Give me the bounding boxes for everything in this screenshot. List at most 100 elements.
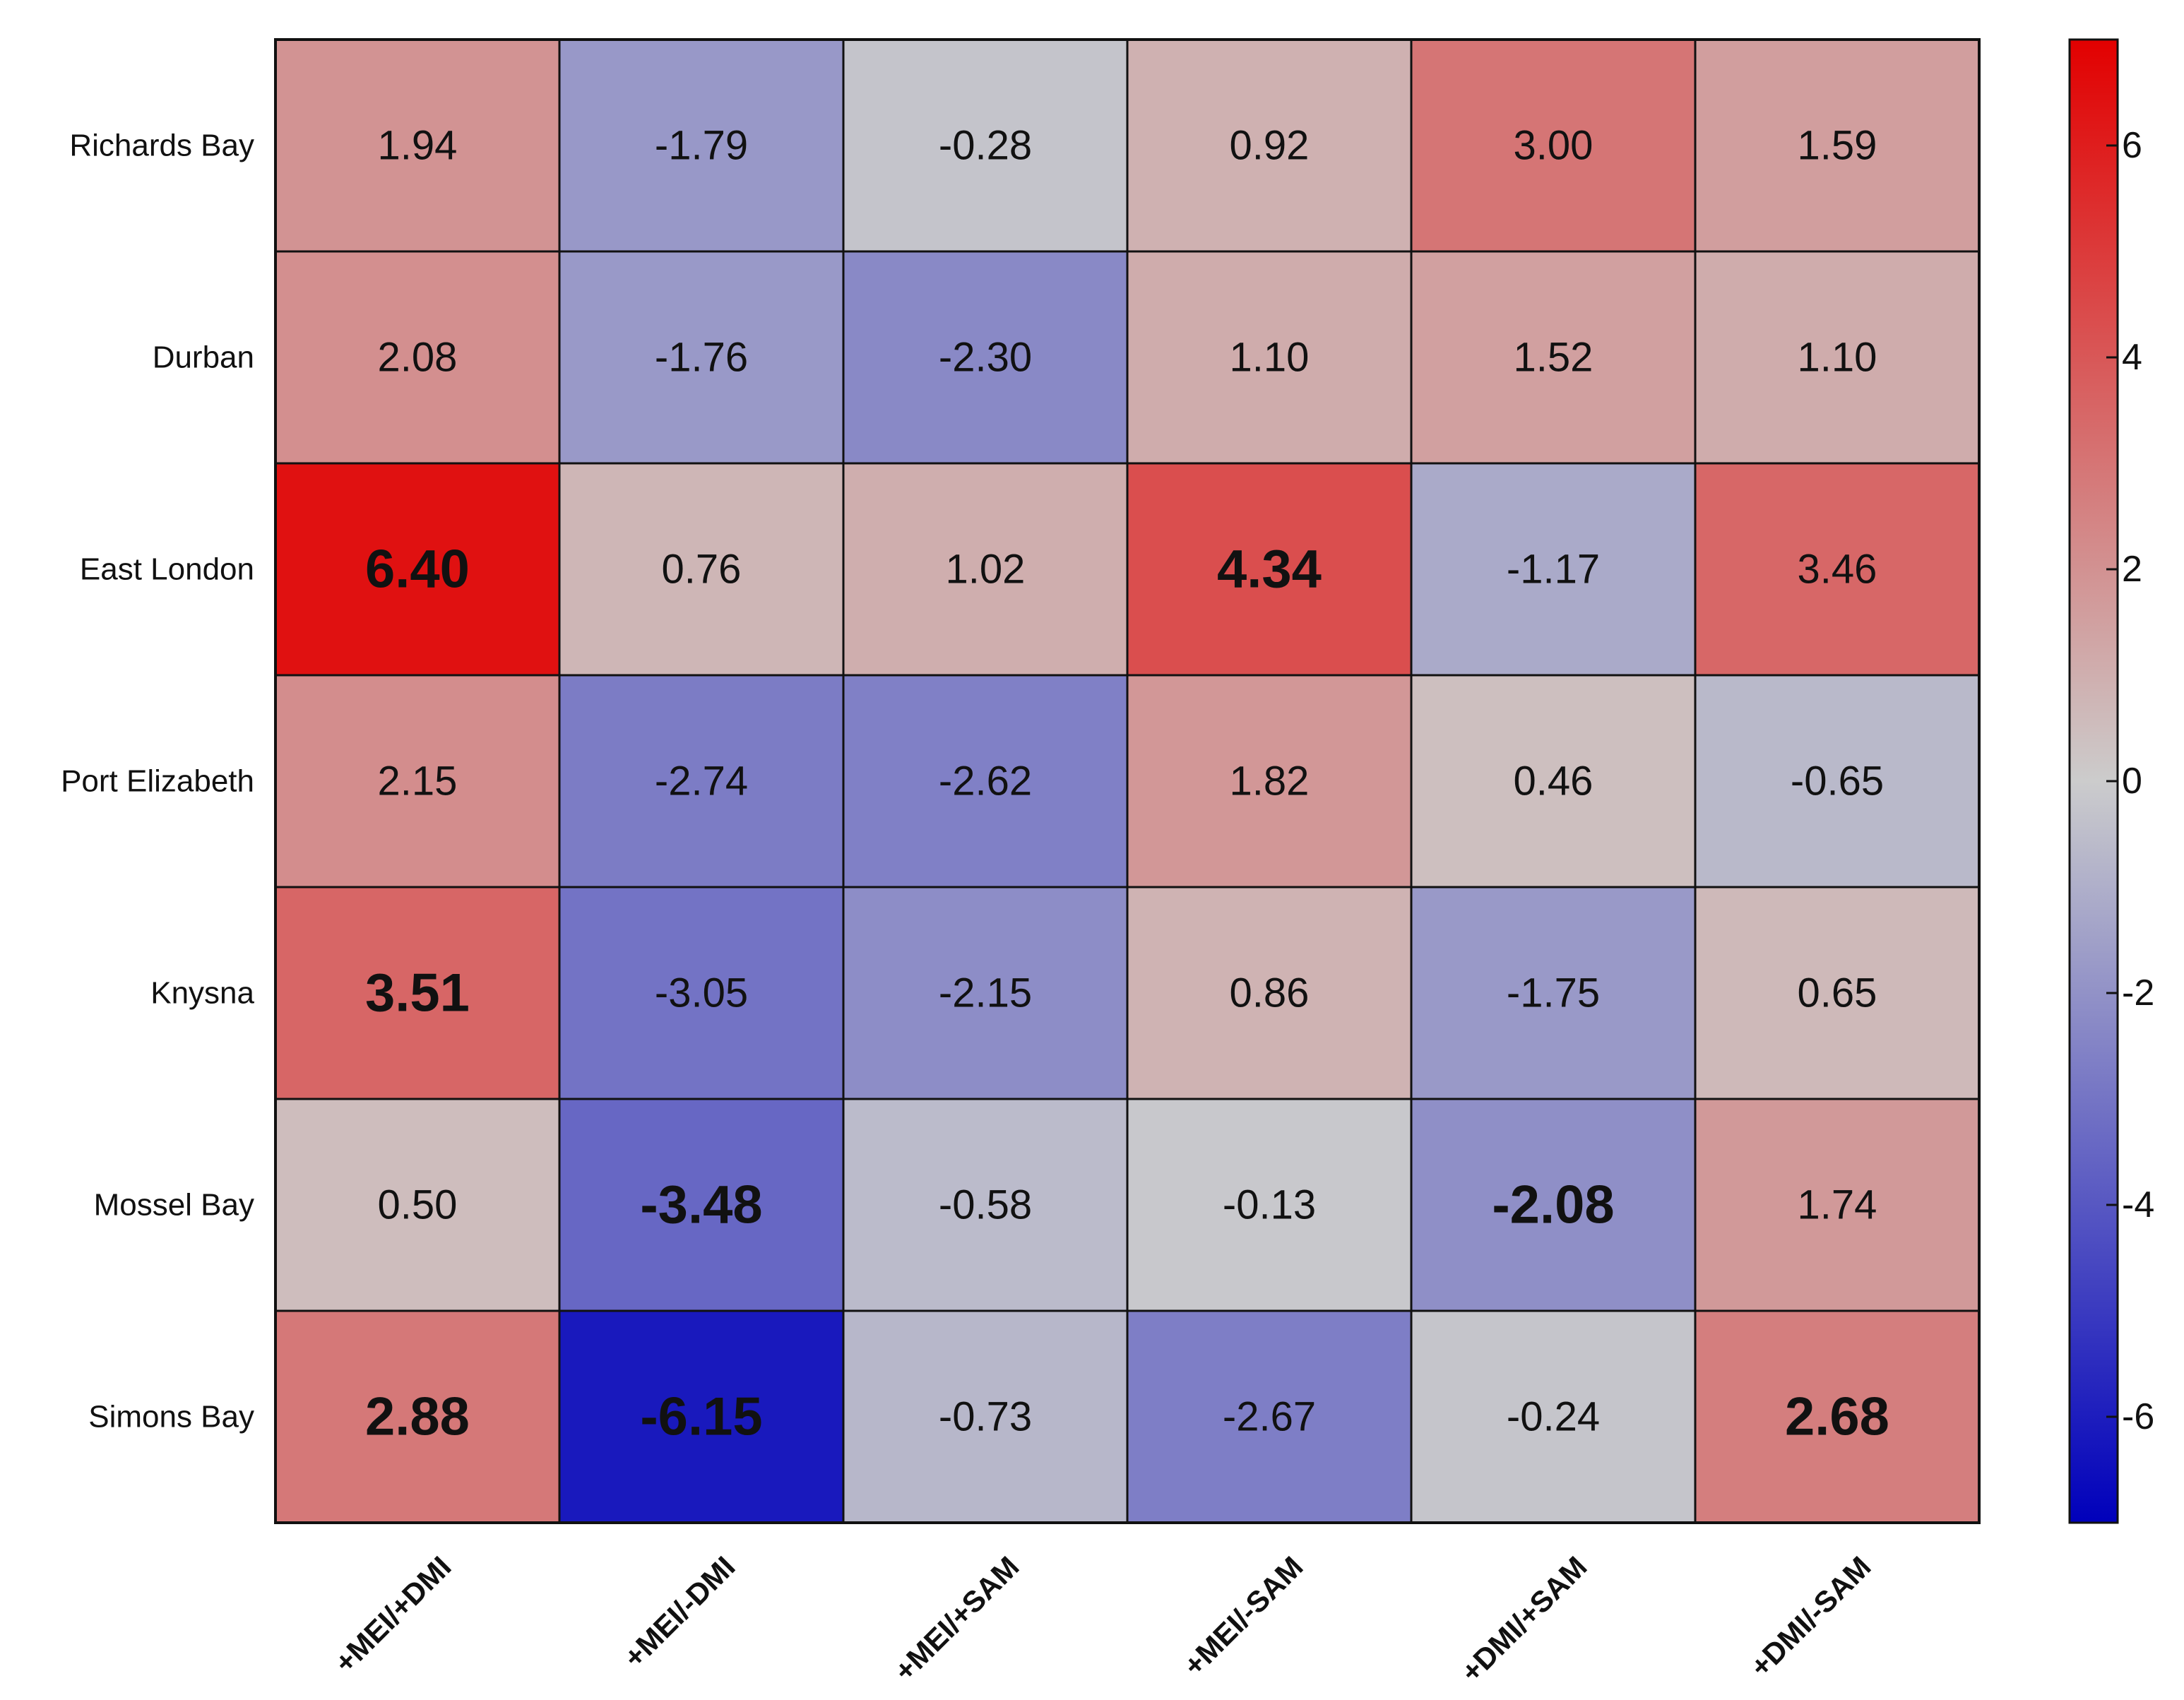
heatmap-cell-mossel-bay-mei-dmi [274, 1098, 561, 1312]
cell-value-port-elizabeth-mei-sam: 1.82 [1230, 759, 1310, 804]
cell-value-simons-bay-mei-dmi: -6.15 [640, 1387, 762, 1447]
heatmap-cell-port-elizabeth-dmi-sam [1410, 674, 1697, 888]
column-label-dmi-sam: +DMI/+SAM [1454, 1550, 1594, 1689]
cell-value-east-london-mei-dmi: 0.76 [662, 547, 742, 593]
cell-value-mossel-bay-mei-sam: -0.58 [939, 1182, 1032, 1228]
colorbar-tick-label-neg2: -2 [2122, 973, 2154, 1014]
column-label-dmi-sam: +DMI/-SAM [1743, 1550, 1877, 1683]
heatmap-cell-mossel-bay-dmi-sam [1694, 1098, 1981, 1312]
row-label-richards-bay: Richards Bay [69, 129, 254, 163]
cell-value-port-elizabeth-dmi-sam: -0.65 [1791, 759, 1884, 804]
cell-value-simons-bay-dmi-sam: 2.68 [1785, 1387, 1889, 1447]
heatmap-cell-port-elizabeth-mei-sam [842, 674, 1129, 888]
cell-value-east-london-dmi-sam: 3.46 [1798, 547, 1877, 593]
heatmap-cell-simons-bay-mei-dmi [274, 1309, 561, 1524]
row-label-port-elizabeth: Port Elizabeth [61, 764, 254, 799]
row-label-east-london: East London [80, 552, 254, 587]
column-labels: +MEI/+DMI +MEI/-DMI +MEI/+SAM +MEI/-SAM +DMI… [328, 1550, 1877, 1689]
cell-value-port-elizabeth-mei-sam: -2.62 [939, 759, 1032, 804]
cell-value-richards-bay-mei-sam: 0.92 [1230, 123, 1310, 169]
cell-value-simons-bay-dmi-sam: -0.24 [1507, 1394, 1600, 1440]
row-labels: Richards Bay Durban East London Port Elizab… [61, 129, 254, 1434]
column-label-mei-dmi: +MEI/+DMI [328, 1550, 457, 1679]
cell-value-mossel-bay-mei-dmi: 0.50 [378, 1182, 458, 1228]
heatmap-cell-durban-dmi-sam [1694, 250, 1981, 465]
cell-value-east-london-mei-sam: 4.34 [1217, 540, 1322, 600]
row-label-mossel-bay: Mossel Bay [94, 1188, 254, 1223]
cell-value-durban-mei-sam: -2.30 [939, 335, 1032, 381]
colorbar-tick-label-neg6: -6 [2122, 1396, 2154, 1437]
cell-value-east-london-dmi-sam: -1.17 [1507, 547, 1600, 593]
heatmap-cell-knysna-dmi-sam [1410, 886, 1697, 1100]
cell-value-richards-bay-mei-dmi: 1.94 [378, 123, 458, 169]
cell-value-durban-mei-sam: 1.10 [1230, 335, 1310, 381]
row-label-knysna: Knysna [150, 976, 254, 1011]
cell-value-mossel-bay-mei-dmi: -3.48 [640, 1175, 762, 1235]
heatmap-cells [274, 38, 1981, 1524]
heatmap-cell-richards-bay-mei-dmi [558, 38, 845, 253]
heatmap-cell-east-london-mei-dmi [558, 462, 845, 677]
cell-value-mossel-bay-dmi-sam: -2.08 [1492, 1175, 1614, 1235]
colorbar-tick-label-4: 4 [2122, 337, 2142, 378]
cell-value-knysna-dmi-sam: 0.65 [1798, 970, 1877, 1016]
heatmap-cell-knysna-mei-dmi [274, 886, 561, 1100]
cell-value-richards-bay-dmi-sam: 1.59 [1798, 123, 1877, 169]
cell-value-knysna-mei-dmi: 3.51 [365, 963, 470, 1023]
cell-value-richards-bay-mei-dmi: -1.79 [655, 123, 748, 169]
cell-value-simons-bay-mei-sam: -2.67 [1223, 1394, 1316, 1440]
cell-value-richards-bay-mei-sam: -0.28 [939, 123, 1032, 169]
row-label-durban: Durban [153, 340, 254, 375]
heatmap-cell-port-elizabeth-mei-dmi [558, 674, 845, 888]
heatmap-cell-simons-bay-mei-dmi [558, 1309, 845, 1524]
cell-value-mossel-bay-mei-sam: -0.13 [1223, 1182, 1316, 1228]
heatmap-cell-durban-mei-dmi [558, 250, 845, 465]
cell-value-durban-dmi-sam: 1.10 [1798, 335, 1877, 381]
cell-value-richards-bay-dmi-sam: 3.00 [1514, 123, 1594, 169]
cell-value-mossel-bay-dmi-sam: 1.74 [1798, 1182, 1877, 1228]
heatmap-cell-richards-bay-dmi-sam [1410, 38, 1697, 253]
cell-value-knysna-mei-sam: 0.86 [1230, 970, 1310, 1016]
cell-value-knysna-dmi-sam: -1.75 [1507, 970, 1600, 1016]
heatmap-cell-mossel-bay-dmi-sam [1410, 1098, 1697, 1312]
heatmap-cell-richards-bay-dmi-sam [1694, 38, 1981, 253]
row-label-simons-bay: Simons Bay [88, 1400, 254, 1434]
heatmap-cell-east-london-dmi-sam [1694, 462, 1981, 677]
cell-value-durban-mei-dmi: 2.08 [378, 335, 458, 381]
heatmap-cell-durban-mei-sam [1126, 250, 1413, 465]
heatmap-cell-simons-bay-mei-sam [842, 1309, 1129, 1524]
colorbar: 6 4 2 0 -2 -4 -6 [2068, 38, 2154, 1524]
heatmap-cell-east-london-dmi-sam [1410, 462, 1697, 677]
heatmap-frame [274, 38, 1981, 1524]
cell-value-port-elizabeth-mei-dmi: -2.74 [655, 759, 748, 804]
heatmap-cell-knysna-mei-sam [1126, 886, 1413, 1100]
cell-value-port-elizabeth-mei-dmi: 2.15 [378, 759, 458, 804]
colorbar-tick-label-2: 2 [2122, 549, 2142, 590]
heatmap-cell-simons-bay-dmi-sam [1694, 1309, 1981, 1524]
cell-value-east-london-mei-sam: 1.02 [946, 547, 1026, 593]
heatmap-cell-simons-bay-mei-sam [1126, 1309, 1413, 1524]
heatmap-cell-richards-bay-mei-dmi [274, 38, 561, 253]
cell-value-east-london-mei-dmi: 6.40 [365, 540, 470, 600]
colorbar-tick-label-0: 0 [2122, 761, 2142, 802]
colorbar-tick-label-neg4: -4 [2122, 1184, 2154, 1225]
cell-value-port-elizabeth-dmi-sam: 0.46 [1514, 759, 1594, 804]
heatmap-cell-port-elizabeth-mei-dmi [274, 674, 561, 888]
heatmap-cell-richards-bay-mei-sam [1126, 38, 1413, 253]
column-label-mei-sam: +MEI/+SAM [888, 1550, 1026, 1687]
column-label-mei-dmi: +MEI/-DMI [617, 1550, 742, 1674]
heatmap-cell-east-london-mei-sam [842, 462, 1129, 677]
heatmap-cell-port-elizabeth-mei-sam [1126, 674, 1413, 888]
cell-value-durban-mei-dmi: -1.76 [655, 335, 748, 381]
cell-value-simons-bay-mei-sam: -0.73 [939, 1394, 1032, 1440]
heatmap-cell-east-london-mei-sam [1126, 462, 1413, 677]
cell-value-simons-bay-mei-dmi: 2.88 [365, 1387, 470, 1447]
cell-value-durban-dmi-sam: 1.52 [1514, 335, 1594, 381]
colorbar-tick-label-6: 6 [2122, 125, 2142, 166]
heatmap-cell-knysna-mei-sam [842, 886, 1129, 1100]
cell-value-knysna-mei-sam: -2.15 [939, 970, 1032, 1016]
heatmap-cell-east-london-mei-dmi [274, 462, 561, 677]
heatmap-cell-labels: 1.94 -1.79 -0.28 0.92 3.00 1.59 2.08 -1.76 -2.30… [365, 123, 1889, 1447]
column-label-mei-sam: +MEI/-SAM [1177, 1550, 1310, 1682]
cell-value-knysna-mei-dmi: -3.05 [655, 970, 748, 1016]
